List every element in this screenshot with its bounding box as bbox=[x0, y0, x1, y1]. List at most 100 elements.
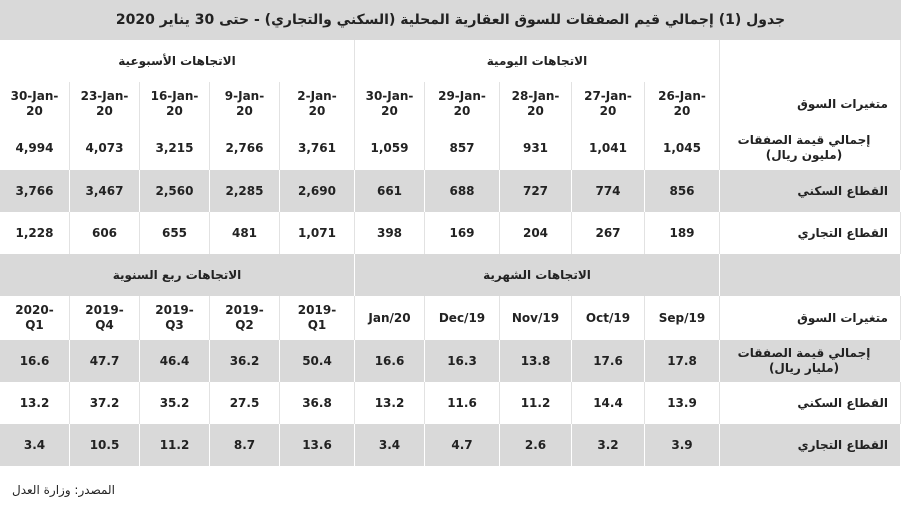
column-header: Dec/19 bbox=[425, 296, 500, 340]
cell: 11.2 bbox=[140, 424, 210, 466]
cell: 36.8 bbox=[280, 382, 355, 424]
cell: 16.3 bbox=[425, 340, 500, 382]
cell: 3.4 bbox=[0, 424, 70, 466]
cell: 13.9 bbox=[645, 382, 720, 424]
cell: 398 bbox=[355, 212, 425, 254]
row-label: إجمالي قيمة الصفقات (مليار ريال) bbox=[720, 340, 901, 382]
row-header: متغيرات السوق bbox=[720, 296, 901, 340]
cell: 35.2 bbox=[140, 382, 210, 424]
column-header: 30-Jan-20 bbox=[355, 82, 425, 126]
cell: 1,059 bbox=[355, 126, 425, 170]
cell-text: 30-Jan-20 bbox=[10, 89, 59, 118]
cell: 3,766 bbox=[0, 170, 70, 212]
cell: 16.6 bbox=[0, 340, 70, 382]
cell: 4,994 bbox=[0, 126, 70, 170]
cell: 857 bbox=[425, 126, 500, 170]
column-header: 2-Jan-20 bbox=[280, 82, 355, 126]
cell: 46.4 bbox=[140, 340, 210, 382]
cell: 10.5 bbox=[70, 424, 140, 466]
cell: 661 bbox=[355, 170, 425, 212]
cell: 606 bbox=[70, 212, 140, 254]
group-header: الاتجاهات اليومية bbox=[355, 40, 720, 82]
cell: 3.2 bbox=[572, 424, 645, 466]
cell-text: 28-Jan-20 bbox=[511, 89, 560, 118]
column-header: 16-Jan-20 bbox=[140, 82, 210, 126]
cell-text: 23-Jan-20 bbox=[80, 89, 129, 118]
cell: 13.2 bbox=[355, 382, 425, 424]
column-header: Nov/19 bbox=[500, 296, 572, 340]
cell-text: 29-Jan-20 bbox=[438, 89, 486, 118]
group-header: الاتجاهات الأسبوعية bbox=[0, 40, 355, 82]
cell: 1,041 bbox=[572, 126, 645, 170]
column-header: Oct/19 bbox=[572, 296, 645, 340]
column-header: 2019-Q1 bbox=[280, 296, 355, 340]
group-header: الاتجاهات ربع السنوية bbox=[0, 254, 355, 296]
cell-text: Jan/20 bbox=[368, 310, 411, 325]
row-label: القطاع السكني bbox=[720, 382, 901, 424]
cell: 2,285 bbox=[210, 170, 280, 212]
cell: 50.4 bbox=[280, 340, 355, 382]
cell: 189 bbox=[645, 212, 720, 254]
row-label: القطاع التجاري bbox=[720, 424, 901, 466]
cell-text: Sep/19 bbox=[658, 310, 706, 325]
cell-text: 2-Jan-20 bbox=[297, 89, 337, 118]
cell: 13.2 bbox=[0, 382, 70, 424]
cell: 4,073 bbox=[70, 126, 140, 170]
cell: 267 bbox=[572, 212, 645, 254]
column-header: 29-Jan-20 bbox=[425, 82, 500, 126]
group-row-label bbox=[720, 40, 901, 82]
column-header: 27-Jan-20 bbox=[572, 82, 645, 126]
cell-text: 26-Jan-20 bbox=[658, 89, 706, 118]
cell-text: 2019-Q3 bbox=[155, 303, 194, 332]
cell: 1,071 bbox=[280, 212, 355, 254]
column-header: 28-Jan-20 bbox=[500, 82, 572, 126]
cell-text: Dec/19 bbox=[438, 310, 486, 325]
cell-text: 2020-Q1 bbox=[15, 303, 54, 332]
column-header: 26-Jan-20 bbox=[645, 82, 720, 126]
column-header: Jan/20 bbox=[355, 296, 425, 340]
cell: 13.8 bbox=[500, 340, 572, 382]
cell: 37.2 bbox=[70, 382, 140, 424]
row-label: إجمالي قيمة الصفقات (مليون ريال) bbox=[720, 126, 901, 170]
cell: 3.9 bbox=[645, 424, 720, 466]
cell: 17.8 bbox=[645, 340, 720, 382]
source: المصدر: وزارة العدل bbox=[12, 482, 115, 497]
cell-text: 9-Jan-20 bbox=[224, 89, 265, 118]
column-header: Sep/19 bbox=[645, 296, 720, 340]
cell: 11.2 bbox=[500, 382, 572, 424]
cell-text: Nov/19 bbox=[511, 310, 560, 325]
cell: 655 bbox=[140, 212, 210, 254]
column-header: 2019-Q3 bbox=[140, 296, 210, 340]
cell-text: 2019-Q4 bbox=[85, 303, 124, 332]
cell: 481 bbox=[210, 212, 280, 254]
cell: 11.6 bbox=[425, 382, 500, 424]
cell: 3.4 bbox=[355, 424, 425, 466]
cell-text: 30-Jan-20 bbox=[365, 89, 414, 118]
column-header: 9-Jan-20 bbox=[210, 82, 280, 126]
title: جدول (1) إجمالي قيم الصفقات للسوق العقار… bbox=[0, 0, 901, 40]
cell: 8.7 bbox=[210, 424, 280, 466]
cell: 14.4 bbox=[572, 382, 645, 424]
cell: 2,690 bbox=[280, 170, 355, 212]
cell-text: 16-Jan-20 bbox=[150, 89, 199, 118]
cell: 169 bbox=[425, 212, 500, 254]
column-header: 2020-Q1 bbox=[0, 296, 70, 340]
column-header: 23-Jan-20 bbox=[70, 82, 140, 126]
cell: 16.6 bbox=[355, 340, 425, 382]
cell-text: 27-Jan-20 bbox=[584, 89, 632, 118]
cell: 931 bbox=[500, 126, 572, 170]
column-header: 2019-Q2 bbox=[210, 296, 280, 340]
cell: 1,228 bbox=[0, 212, 70, 254]
cell: 17.6 bbox=[572, 340, 645, 382]
cell: 774 bbox=[572, 170, 645, 212]
row-label: القطاع التجاري bbox=[720, 212, 901, 254]
cell: 3,761 bbox=[280, 126, 355, 170]
cell: 1,045 bbox=[645, 126, 720, 170]
cell-text: Oct/19 bbox=[585, 310, 631, 325]
cell: 36.2 bbox=[210, 340, 280, 382]
column-header: 2019-Q4 bbox=[70, 296, 140, 340]
cell: 688 bbox=[425, 170, 500, 212]
cell-text: 2019-Q1 bbox=[297, 303, 337, 332]
cell: 47.7 bbox=[70, 340, 140, 382]
cell: 204 bbox=[500, 212, 572, 254]
